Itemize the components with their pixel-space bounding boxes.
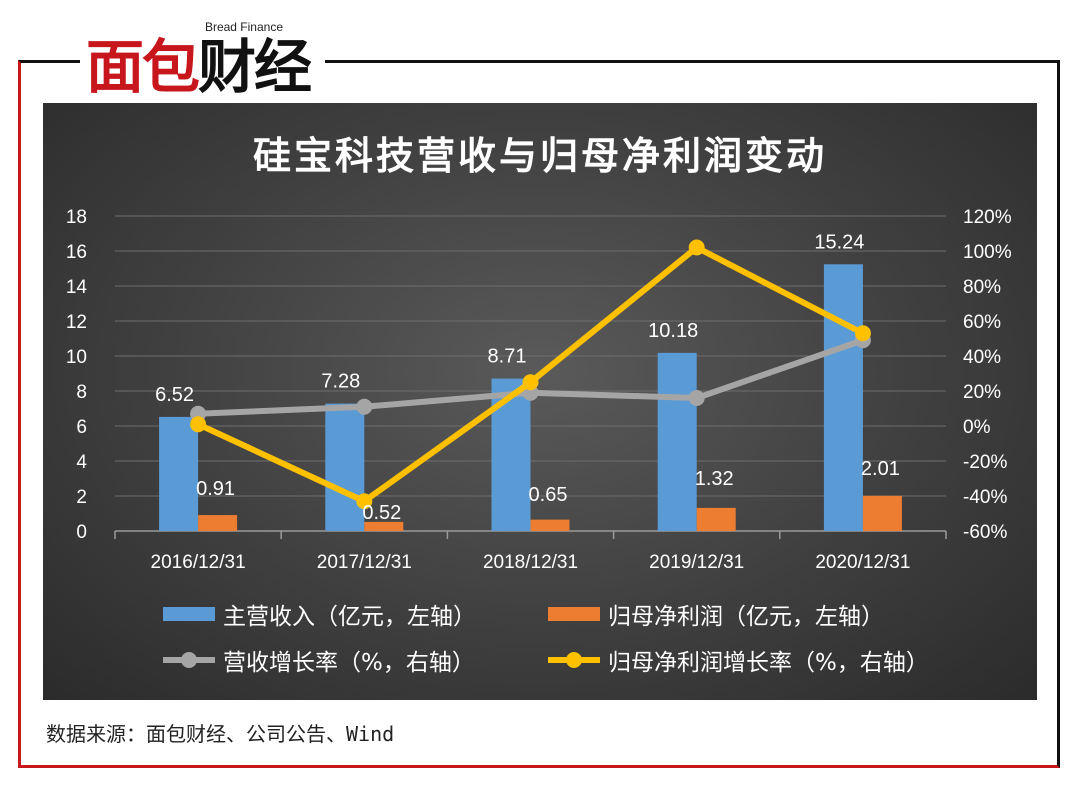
- net-profit-bar: [198, 515, 238, 531]
- profit-growth-point: [688, 239, 705, 256]
- legend-label: 归母净利润（亿元，左轴）: [608, 604, 884, 630]
- legend-swatch: [548, 607, 600, 621]
- net-profit-data-label: 1.32: [695, 468, 734, 490]
- revenue-data-label: 15.24: [814, 231, 864, 253]
- logo-chinese-name: 面包财经: [86, 32, 312, 102]
- x-axis-tick-label: 2018/12/31: [483, 552, 578, 573]
- net-profit-data-label: 0.91: [196, 478, 235, 500]
- net-profit-data-label: 2.01: [861, 458, 900, 480]
- right-axis-tick-label: 80%: [963, 277, 1001, 298]
- net-profit-bar: [530, 519, 570, 531]
- chart-title: 硅宝科技营收与归母净利润变动: [253, 134, 827, 178]
- legend-label: 归母净利润增长率（%，右轴）: [608, 650, 929, 676]
- revenue-bar: [491, 378, 531, 531]
- profit-growth-point: [356, 493, 373, 510]
- left-axis-tick-label: 0: [76, 522, 87, 543]
- source-note: 数据来源：面包财经、公司公告、Wind: [46, 722, 395, 746]
- left-axis-tick-label: 4: [76, 452, 87, 473]
- logo-cn-black: 财经: [198, 33, 312, 101]
- right-axis-tick-label: -60%: [963, 522, 1007, 543]
- right-axis-tick-label: 60%: [963, 312, 1001, 333]
- right-axis-tick-label: -20%: [963, 452, 1007, 473]
- revenue-growth-point: [356, 398, 373, 415]
- x-axis-tick-label: 2020/12/31: [815, 552, 910, 573]
- left-axis-tick-label: 16: [66, 242, 87, 263]
- revenue-bar: [159, 416, 199, 531]
- revenue-bar: [325, 403, 365, 531]
- left-axis-tick-label: 6: [76, 417, 87, 438]
- legend-label: 营收增长率（%，右轴）: [223, 650, 475, 676]
- profit-growth-point: [190, 416, 207, 433]
- net-profit-bar: [696, 507, 736, 531]
- left-axis-tick-label: 10: [66, 347, 87, 368]
- x-axis-tick-label: 2016/12/31: [151, 552, 246, 573]
- legend-swatch: [163, 607, 215, 621]
- net-profit-data-label: 0.52: [362, 502, 401, 524]
- net-profit-bar: [364, 521, 404, 531]
- profit-growth-point: [522, 374, 539, 391]
- right-axis-tick-label: 120%: [963, 207, 1012, 228]
- left-axis-tick-label: 14: [66, 277, 88, 298]
- revenue-data-label: 7.28: [321, 371, 360, 393]
- legend-label: 主营收入（亿元，左轴）: [223, 604, 476, 630]
- right-axis-tick-label: 20%: [963, 382, 1001, 403]
- revenue-growth-point: [688, 390, 705, 406]
- right-axis-tick-label: 40%: [963, 347, 1001, 368]
- right-axis-tick-label: 0%: [963, 417, 991, 438]
- x-axis-tick-label: 2019/12/31: [649, 552, 744, 573]
- legend-swatch-marker: [181, 652, 197, 668]
- right-axis-tick-label: -40%: [963, 487, 1007, 508]
- report-frame: [18, 60, 1060, 768]
- left-axis-tick-label: 18: [66, 207, 87, 228]
- legend-swatch-marker: [566, 652, 582, 668]
- revenue-data-label: 10.18: [648, 320, 698, 342]
- logo-cn-red: 面包: [86, 33, 200, 101]
- revenue-bar: [657, 352, 697, 531]
- revenue-data-label: 6.52: [155, 384, 194, 406]
- revenue-data-label: 8.71: [488, 346, 527, 368]
- profit-growth-point: [854, 325, 871, 342]
- left-axis-tick-label: 8: [76, 382, 87, 403]
- net-profit-data-label: 0.65: [529, 484, 568, 506]
- combo-chart: 硅宝科技营收与归母净利润变动 0 2 4 6 8 10 12 14 16 18 -60% -40% -20…: [66, 134, 1012, 676]
- revenue-bar: [823, 264, 863, 531]
- chart-panel: 硅宝科技营收与归母净利润变动 0 2 4 6 8 10 12 14 16 18 -60% -40% -20…: [43, 103, 1037, 700]
- logo-english-name: Bread Finance: [204, 20, 283, 34]
- right-axis-tick-label: 100%: [963, 242, 1012, 263]
- x-axis-tick-label: 2017/12/31: [317, 552, 412, 573]
- bread-finance-logo: Bread Finance 面包财经: [80, 18, 325, 103]
- net-profit-bar: [862, 495, 902, 531]
- left-axis-tick-label: 12: [66, 312, 87, 333]
- left-axis-tick-label: 2: [76, 487, 87, 508]
